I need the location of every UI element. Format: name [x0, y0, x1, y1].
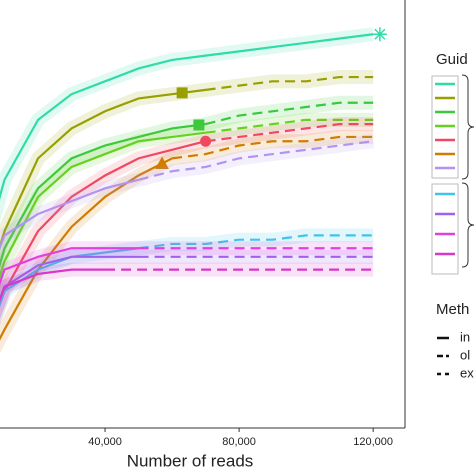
- legend-title: Guid: [436, 51, 468, 68]
- marker: [372, 27, 387, 42]
- legend-box: [431, 183, 459, 275]
- line-interpolated: [0, 247, 139, 308]
- legend-label: ex: [460, 365, 474, 380]
- marker: [200, 135, 212, 147]
- legend-brace: [461, 74, 474, 180]
- line-extrapolated: [171, 135, 374, 160]
- line-extrapolated: [205, 101, 374, 126]
- line-interpolated: [0, 178, 139, 250]
- line-interpolated: [0, 88, 206, 250]
- line-interpolated: [0, 123, 206, 268]
- plot-area: [0, 27, 387, 354]
- marker: [193, 119, 205, 131]
- line-extrapolated: [205, 118, 374, 134]
- legend-brace: [461, 182, 474, 268]
- line-interpolated: [0, 140, 206, 308]
- x-tick-label: 80,000: [222, 436, 256, 448]
- line-interpolated: [0, 268, 106, 303]
- line-interpolated: [0, 33, 374, 200]
- line-extrapolated: [205, 75, 374, 91]
- legend-label: in: [460, 329, 470, 344]
- line-interpolated: [0, 157, 173, 341]
- line-interpolated: [0, 247, 139, 286]
- x-tick-label: 40,000: [88, 436, 122, 448]
- line-extrapolated: [138, 234, 374, 250]
- line-extrapolated: [205, 123, 374, 143]
- marker: [176, 87, 188, 99]
- line-interpolated: [0, 255, 139, 303]
- x-tick-label: 120,000: [353, 436, 393, 448]
- legend-title: Meth: [436, 301, 469, 318]
- marker: [155, 156, 169, 169]
- line-interpolated: [0, 131, 206, 280]
- line-extrapolated: [138, 140, 374, 181]
- legend-label: ol: [460, 347, 470, 362]
- x-axis-title: Number of reads: [127, 451, 254, 470]
